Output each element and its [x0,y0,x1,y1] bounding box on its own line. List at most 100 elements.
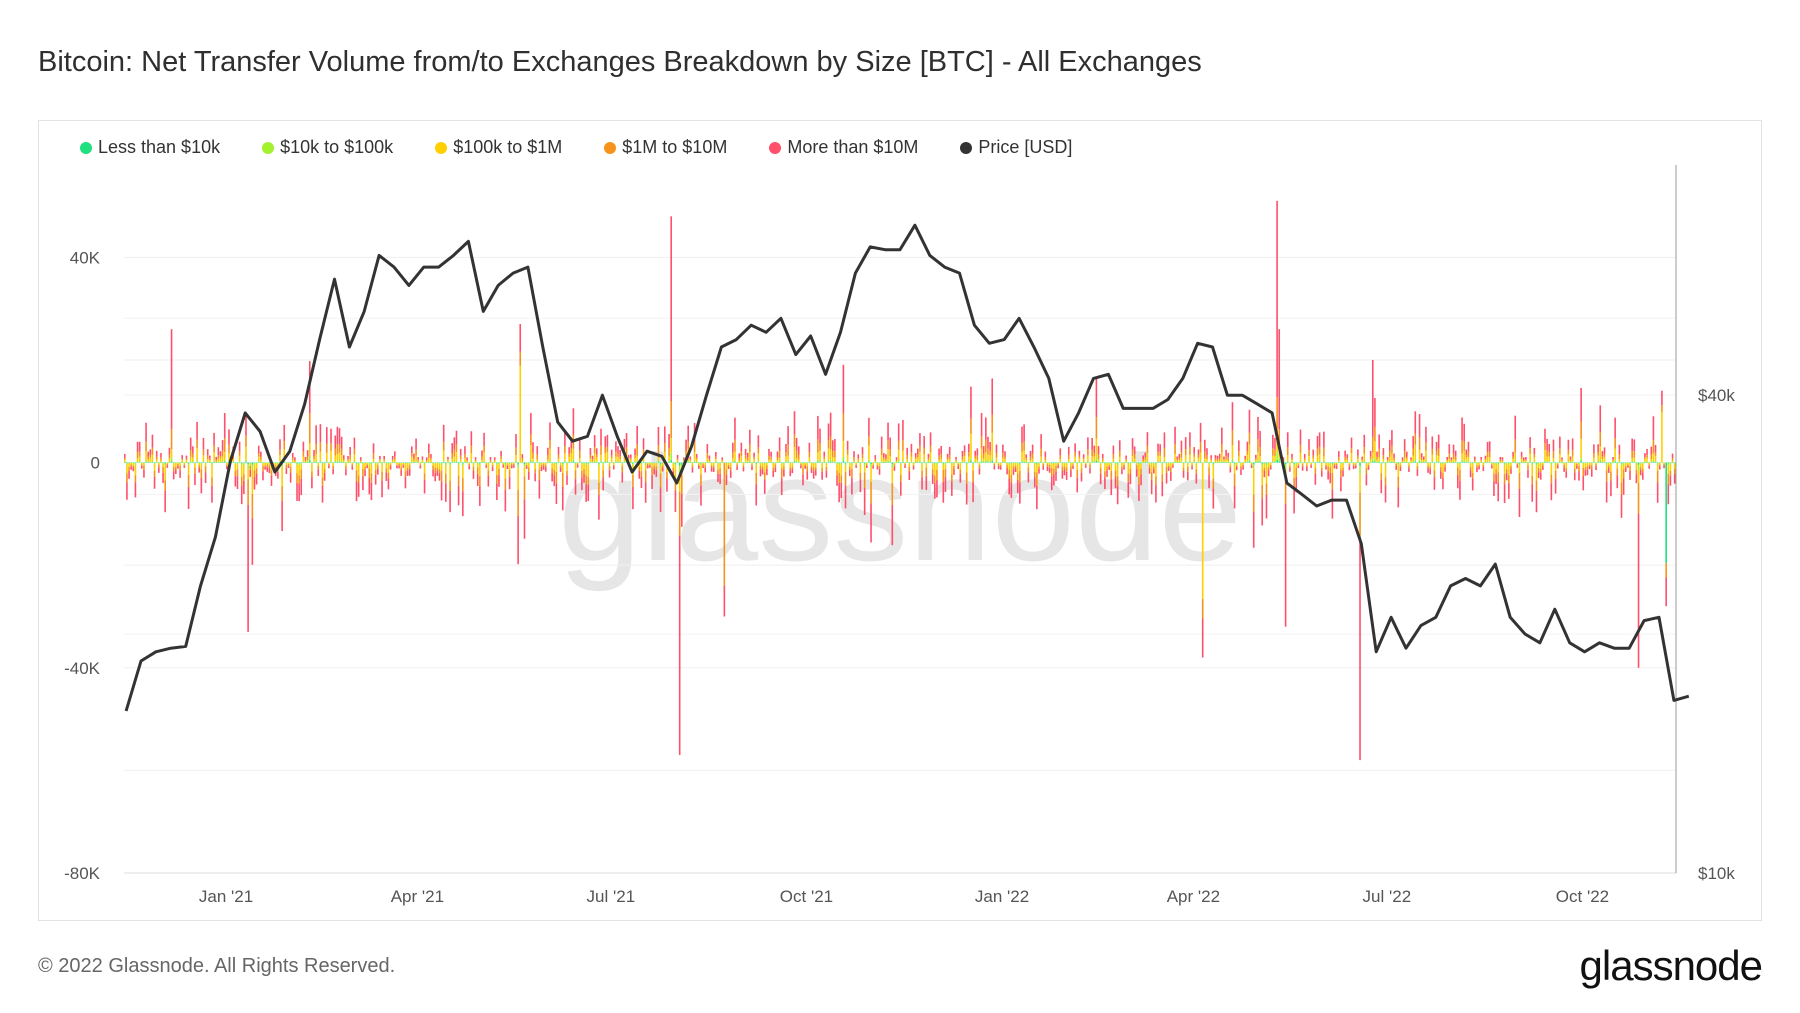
bar-segment [226,466,228,470]
bar-segment [812,463,815,468]
bar-segment [283,441,286,449]
bar-segment [978,463,981,466]
bar-segment [1420,462,1423,463]
bar-segment [808,442,811,453]
bar-segment [472,462,475,464]
bar-segment [1461,459,1463,462]
bar-segment [1327,462,1329,464]
bar-segment [1197,462,1200,463]
bar-segment [1208,464,1210,468]
bar-segment [141,465,143,469]
bar-segment [442,450,445,461]
bar-segment [836,463,838,471]
bar-segment [1559,448,1561,455]
bar-segment [519,351,522,366]
bar-segment [1114,464,1117,471]
bar-segment [296,463,298,465]
legend-item[interactable]: More than $10M [769,137,918,158]
bar-segment [912,462,915,464]
legend-item[interactable]: $10k to $100k [262,137,393,158]
bar-segment [1329,473,1332,484]
bar-segment [982,446,985,454]
bar-segment [1087,461,1089,463]
bar-segment [1471,464,1474,473]
bar-segment [1323,456,1325,461]
bar-segment [621,463,624,467]
bar-segment [1448,461,1451,463]
bar-segment [189,461,192,463]
bar-segment [606,446,609,453]
bar-segment [1044,462,1047,463]
bar-segment [978,465,981,469]
bar-segment [976,461,979,463]
bar-segment [619,462,621,463]
bar-segment [1295,464,1298,468]
bar-segment [968,462,970,463]
bar-segment [1061,463,1064,467]
bar-segment [1597,455,1599,462]
bar-segment [1221,460,1223,462]
bar-segment [370,482,373,501]
bar-segment [1405,451,1408,457]
bar-segment [336,426,339,445]
bar-segment [768,455,770,460]
bar-segment [638,470,641,479]
bar-segment [1112,454,1115,459]
bar-segment [1582,463,1585,465]
bar-segment [829,459,832,462]
bar-segment [1467,462,1470,463]
bar-segment [561,463,564,466]
bar-segment [640,463,643,465]
bar-segment [946,462,949,463]
bar-segment [434,467,436,473]
bar-segment [934,463,936,465]
bar-segment [1652,439,1655,454]
copyright: © 2022 Glassnode. All Rights Reserved. [38,955,396,977]
bar-segment [836,470,838,476]
bar-segment [1021,451,1023,461]
bar-segment [1512,461,1514,463]
bar-segment [1671,462,1674,463]
bar-segment [749,461,751,463]
legend-item[interactable]: $100k to $1M [435,137,562,158]
bar-segment [1518,465,1521,473]
bar-segment [547,459,549,462]
bar-segment [406,462,409,464]
bar-segment [746,461,749,463]
bar-segment [536,446,539,455]
legend-item[interactable]: Less than $10k [80,137,220,158]
bar-segment [1412,460,1414,463]
bar-segment [1607,468,1610,473]
bar-segment [417,457,419,460]
bar-segment [1133,461,1136,463]
bar-segment [766,468,768,476]
bar-segment [576,465,579,468]
bar-segment [143,469,145,478]
bar-segment [1639,463,1642,468]
legend-item[interactable]: Price [USD] [960,137,1072,158]
bar-segment [946,453,949,458]
bar-segment [840,462,843,464]
bar-segment [1442,462,1444,464]
bar-segment [1539,472,1542,480]
bar-segment [1597,451,1599,456]
bar-segment [311,471,313,477]
bar-segment [1442,463,1444,465]
bar-segment [700,474,702,486]
bar-segment [1161,481,1164,497]
bar-segment [243,480,245,495]
bar-segment [247,462,249,465]
bar-segment [1486,456,1489,462]
legend-item[interactable]: $1M to $10M [604,137,727,158]
bar-segment [659,462,662,464]
bar-segment [179,470,181,478]
bar-segment [1646,461,1648,463]
bar-segment [921,464,923,471]
bar-segment [840,482,843,498]
bar-segment [1459,463,1461,465]
bar-segment [1318,432,1321,447]
bar-segment [1397,463,1400,466]
bar-segment [557,462,560,463]
bar-segment [1635,463,1638,470]
bar-segment [1167,463,1170,466]
